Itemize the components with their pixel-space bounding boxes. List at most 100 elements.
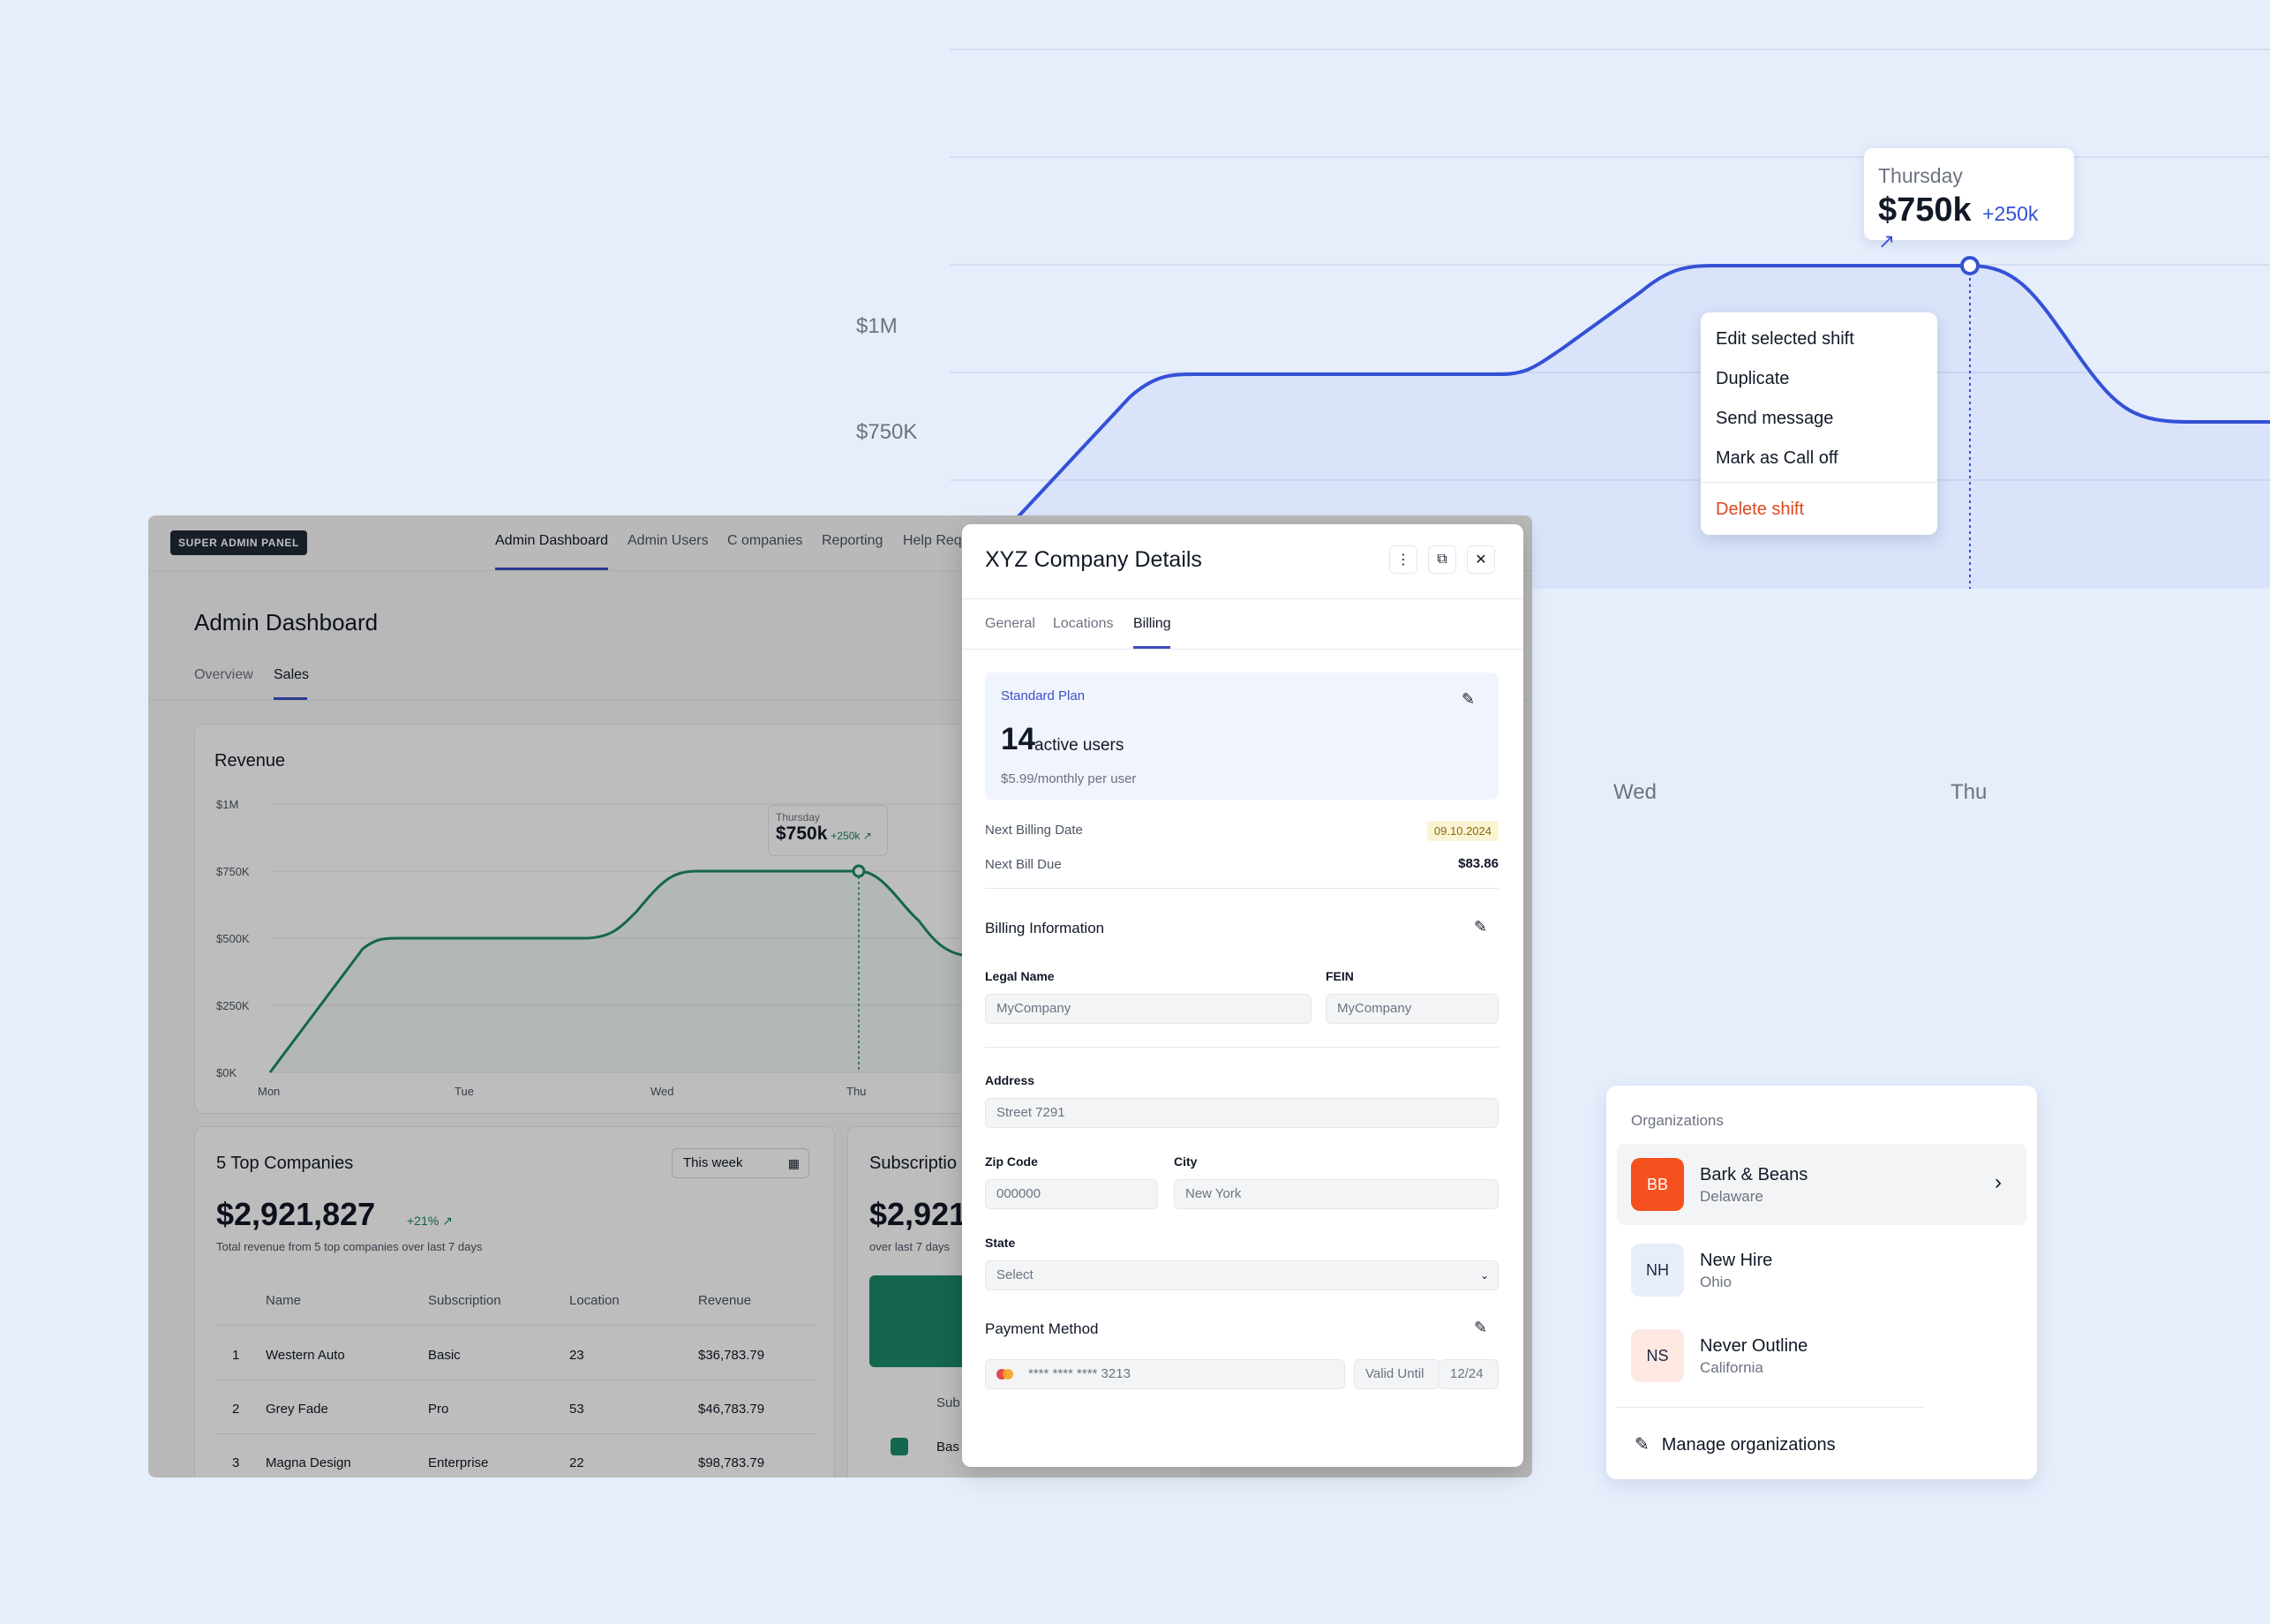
city-input[interactable]: New York xyxy=(1174,1179,1499,1209)
state-select[interactable]: Select ⌄ xyxy=(985,1260,1499,1290)
column-revenue: Revenue xyxy=(698,1293,752,1308)
highlight-point xyxy=(852,864,866,878)
tab-active-indicator xyxy=(274,697,307,700)
open-external-button[interactable]: ⧉ xyxy=(1428,545,1456,574)
legend-swatch xyxy=(891,1438,908,1455)
more-options-button[interactable]: ⋮ xyxy=(1389,545,1417,574)
nav-reporting[interactable]: Reporting xyxy=(822,533,883,548)
y-tick-label: $250K xyxy=(216,999,250,1012)
top-companies-card: 5 Top Companies This week ▦ $2,921,827 +… xyxy=(194,1126,835,1477)
x-tick-label: Mon xyxy=(258,1085,280,1098)
x-tick-label: Wed xyxy=(650,1085,674,1098)
menu-divider xyxy=(1701,482,1937,483)
menu-item-duplicate[interactable]: Duplicate xyxy=(1716,369,1790,388)
tab-sales[interactable]: Sales xyxy=(274,667,310,682)
tab-billing[interactable]: Billing xyxy=(1133,616,1171,631)
more-vertical-icon: ⋮ xyxy=(1396,553,1410,568)
fein-input[interactable]: MyCompany xyxy=(1326,994,1499,1024)
edit-billing-pencil-icon[interactable]: ✎ xyxy=(1474,918,1488,936)
fein-label: FEIN xyxy=(1326,969,1354,983)
y-tick-label: $750K xyxy=(216,865,250,878)
revenue-chart: $0K $250K $500K $750K $1M Mon Tue Wed Thu xyxy=(216,798,1166,1098)
tab-overview[interactable]: Overview xyxy=(194,667,253,682)
trend-up-icon: ↗ xyxy=(442,1214,453,1228)
area-fill xyxy=(1006,266,2270,589)
mini-tooltip-day: Thursday xyxy=(776,811,821,823)
highlight-point xyxy=(1960,256,1980,275)
bg-x-label-wed: Wed xyxy=(1613,780,1657,804)
menu-item-edit-shift[interactable]: Edit selected shift xyxy=(1716,329,1854,349)
next-billing-date-label: Next Billing Date xyxy=(985,823,1083,838)
column-location: Location xyxy=(569,1293,620,1308)
close-icon: ✕ xyxy=(1475,553,1487,568)
menu-item-send-message[interactable]: Send message xyxy=(1716,409,1834,428)
org-name: Bark & Beans xyxy=(1700,1165,1808,1184)
revenue-chart-tooltip: Thursday $750k +250k ↗ xyxy=(768,805,888,856)
state-label: State xyxy=(985,1236,1016,1250)
valid-until-input[interactable]: 12/24 xyxy=(1439,1359,1499,1389)
menu-item-delete-shift[interactable]: Delete shift xyxy=(1716,500,1805,519)
zip-code-input[interactable]: 000000 xyxy=(985,1179,1158,1209)
address-input[interactable]: Street 7291 xyxy=(985,1098,1499,1128)
table-divider xyxy=(216,1433,816,1434)
x-tick-label: Tue xyxy=(455,1085,474,1098)
series-line xyxy=(1004,264,2270,531)
revenue-title: Revenue xyxy=(214,751,286,771)
mini-tooltip-value: $750k xyxy=(776,823,828,844)
top-companies-subtitle: Total revenue from 5 top companies over … xyxy=(216,1240,483,1253)
nav-help-requests[interactable]: Help Req xyxy=(903,533,962,548)
valid-until-label: Valid Until xyxy=(1354,1359,1440,1389)
section-divider xyxy=(985,1047,1499,1048)
bg-y-label-750k: $750K xyxy=(856,420,918,444)
plan-summary: Standard Plan ✎ 14 active users $5.99/mo… xyxy=(985,673,1499,800)
legal-name-input[interactable]: MyCompany xyxy=(985,994,1312,1024)
chevron-right-icon: › xyxy=(1995,1170,2002,1194)
modal-title: XYZ Company Details xyxy=(985,547,1202,572)
edit-plan-pencil-icon[interactable]: ✎ xyxy=(1462,690,1476,708)
trend-up-icon: ↗ xyxy=(1878,229,1896,252)
nav-active-indicator xyxy=(495,568,608,570)
menu-item-mark-call-off[interactable]: Mark as Call off xyxy=(1716,448,1838,468)
org-location: Ohio xyxy=(1700,1274,1732,1290)
edit-payment-pencil-icon[interactable]: ✎ xyxy=(1474,1319,1488,1336)
next-billing-date-badge: 09.10.2024 xyxy=(1426,821,1499,841)
card-number-input[interactable]: **** **** **** 3213 xyxy=(985,1359,1345,1389)
active-users-label: active users xyxy=(1034,736,1124,755)
background-revenue-chart xyxy=(950,49,2270,589)
bg-x-label-thu: Thu xyxy=(1951,780,1988,804)
org-name: New Hire xyxy=(1700,1251,1773,1270)
tooltip-delta: +250k ↗ xyxy=(1878,202,2039,252)
super-admin-badge: SUPER ADMIN PANEL xyxy=(170,530,307,555)
shift-context-menu: Edit selected shift Duplicate Send messa… xyxy=(1701,312,1937,535)
bg-y-label-1m: $1M xyxy=(856,314,898,338)
top-companies-title: 5 Top Companies xyxy=(216,1154,354,1173)
org-item-bark-beans[interactable]: BB Bark & Beans Delaware › xyxy=(1617,1144,2026,1225)
subscriptions-title: Subscriptio xyxy=(869,1154,957,1173)
page-title: Admin Dashboard xyxy=(194,609,379,635)
nav-admin-users[interactable]: Admin Users xyxy=(628,533,709,548)
nav-companies[interactable]: C ompanies xyxy=(727,533,803,548)
chevron-down-icon: ⌄ xyxy=(1479,1269,1489,1282)
address-label: Address xyxy=(985,1073,1035,1087)
modal-header-divider xyxy=(962,598,1523,599)
range-select[interactable]: This week ▦ xyxy=(672,1148,809,1178)
company-details-modal: XYZ Company Details ⋮ ⧉ ✕ General Locati… xyxy=(962,524,1523,1467)
area-fill xyxy=(270,871,1166,1072)
calendar-icon: ▦ xyxy=(787,1156,800,1170)
subscriptions-column: Sub xyxy=(936,1395,960,1410)
org-item-new-hire[interactable]: NH New Hire Ohio xyxy=(1617,1229,2026,1311)
org-item-never-outline[interactable]: NS Never Outline California xyxy=(1617,1315,2026,1396)
tooltip-day: Thursday xyxy=(1878,164,1963,187)
zip-code-label: Zip Code xyxy=(985,1154,1038,1169)
y-tick-label: $1M xyxy=(216,798,238,811)
close-button[interactable]: ✕ xyxy=(1467,545,1495,574)
tab-locations[interactable]: Locations xyxy=(1053,616,1114,631)
external-link-icon: ⧉ xyxy=(1437,552,1447,567)
tab-general[interactable]: General xyxy=(985,616,1035,631)
avatar: NH xyxy=(1631,1244,1684,1297)
legal-name-label: Legal Name xyxy=(985,969,1055,983)
top-companies-delta: +21% ↗ xyxy=(407,1214,453,1228)
nav-admin-dashboard[interactable]: Admin Dashboard xyxy=(495,533,609,548)
table-divider xyxy=(216,1325,816,1326)
manage-organizations-button[interactable]: ✎ Manage organizations xyxy=(1635,1435,1836,1455)
